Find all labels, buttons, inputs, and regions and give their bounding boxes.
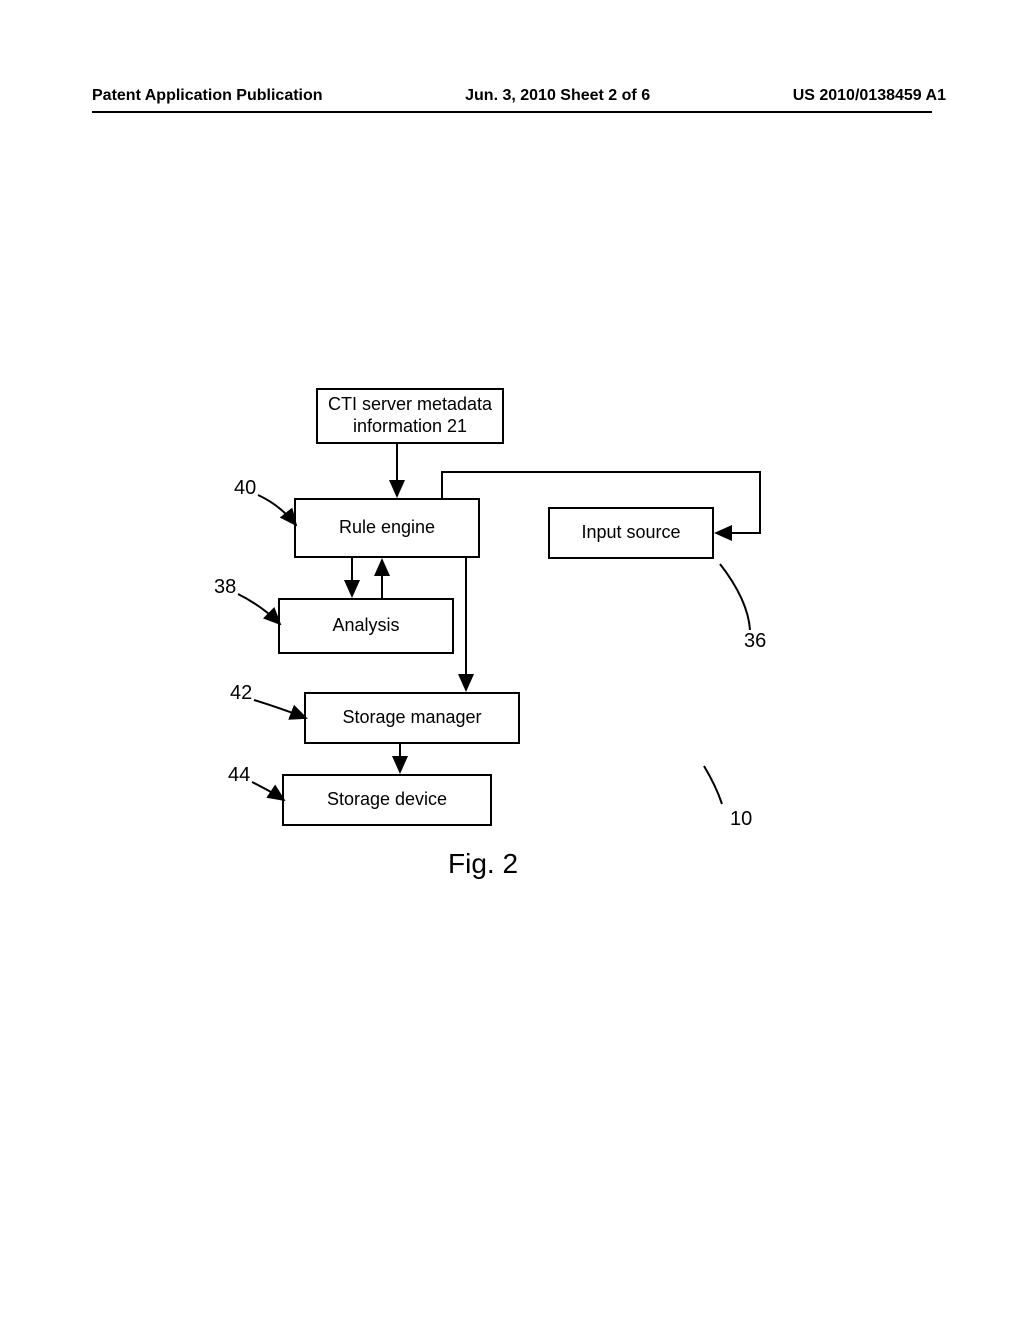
page: Patent Application Publication Jun. 3, 2…: [0, 0, 1024, 1320]
leader-36: [720, 564, 750, 630]
ref-10: 10: [730, 808, 752, 831]
ref-36: 36: [744, 630, 766, 653]
leader-40: [258, 495, 296, 525]
ref-42: 42: [230, 682, 252, 705]
box-cti: CTI server metadata information 21: [316, 388, 504, 444]
box-input-source: Input source: [548, 507, 714, 559]
leader-44: [252, 782, 284, 800]
ref-44: 44: [228, 764, 250, 787]
header-right: US 2010/0138459 A1: [793, 87, 946, 105]
leader-38: [238, 594, 280, 624]
leader-42: [254, 700, 306, 718]
ref-38: 38: [214, 576, 236, 599]
box-storage-device: Storage device: [282, 774, 492, 826]
header-left: Patent Application Publication: [92, 87, 323, 105]
leader-10: [704, 766, 722, 804]
header-rule: [92, 111, 932, 113]
box-storage-manager: Storage manager: [304, 692, 520, 744]
box-rule-engine: Rule engine: [294, 498, 480, 558]
ref-40: 40: [234, 477, 256, 500]
figure-caption: Fig. 2: [448, 848, 518, 880]
header: Patent Application Publication Jun. 3, 2…: [0, 87, 1024, 105]
box-analysis: Analysis: [278, 598, 454, 654]
header-center: Jun. 3, 2010 Sheet 2 of 6: [465, 87, 650, 105]
connectors-overlay: [0, 0, 1024, 1320]
